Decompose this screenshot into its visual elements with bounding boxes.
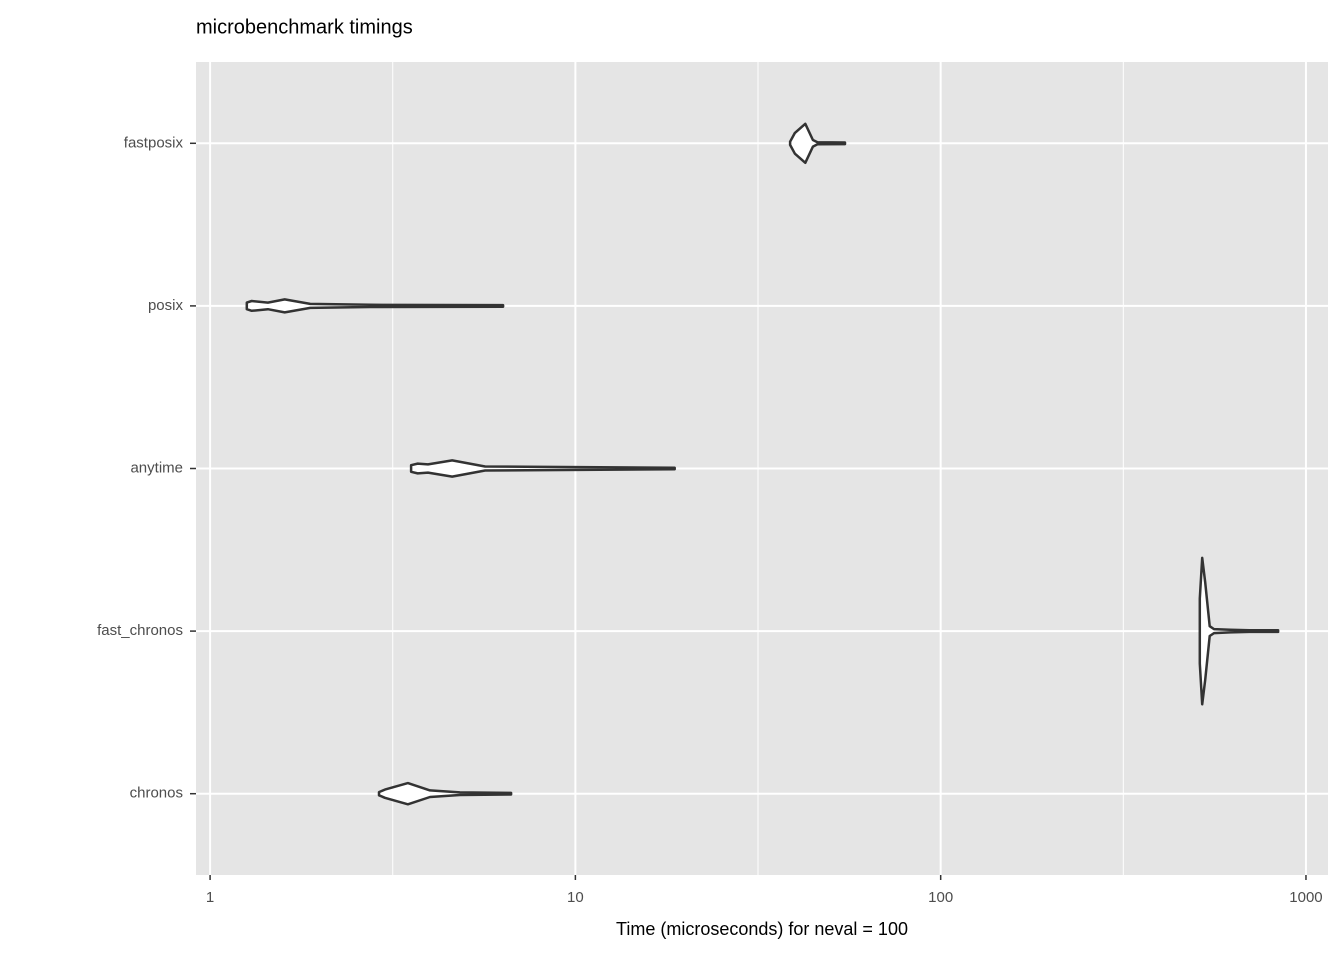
violin [245, 298, 505, 314]
chart-title: microbenchmark timings [196, 16, 413, 38]
x-axis-label: Time (microseconds) for neval = 100 [616, 919, 908, 939]
y-tick-label: posix [148, 297, 184, 314]
y-tick-label: chronos [130, 785, 183, 802]
x-tick-label: 100 [928, 889, 953, 906]
violin [788, 122, 847, 165]
violin [377, 781, 513, 806]
x-tick-label: 1000 [1289, 889, 1322, 906]
x-tick-label: 10 [567, 889, 584, 906]
violin [409, 459, 676, 478]
y-tick-label: fastposix [124, 134, 184, 151]
y-tick-label: anytime [130, 459, 183, 476]
y-tick-label: fast_chronos [97, 622, 183, 639]
x-tick-label: 1 [206, 889, 214, 906]
violin [1198, 556, 1280, 706]
